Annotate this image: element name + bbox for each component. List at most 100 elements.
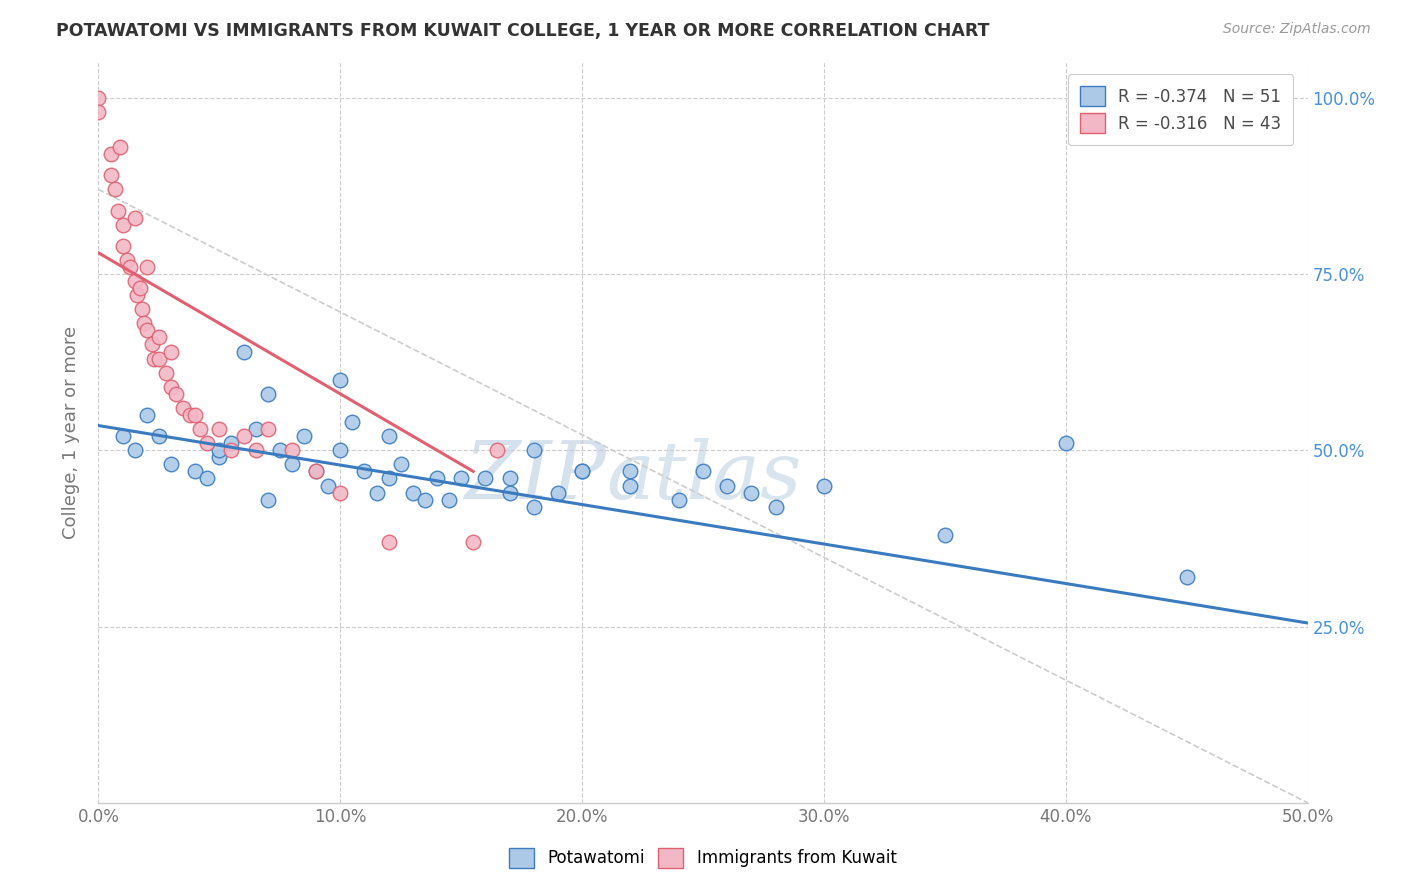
Point [128,281,150,295]
Point [221,443,243,458]
Point [402,485,425,500]
Point [245,443,267,458]
Point [813,478,835,492]
Point [377,429,399,443]
Point [377,471,399,485]
Y-axis label: College, 1 year or more: College, 1 year or more [62,326,80,539]
Point [256,422,278,436]
Point [716,478,738,492]
Point [221,436,243,450]
Point [160,344,183,359]
Point [571,464,593,478]
Point [366,485,388,500]
Point [124,211,146,225]
Point [232,344,254,359]
Point [117,252,139,267]
Point [184,464,207,478]
Point [160,380,183,394]
Point [692,464,714,478]
Point [329,373,352,387]
Point [188,422,211,436]
Point [160,458,183,472]
Point [143,351,166,366]
Point [111,239,134,253]
Text: atlas: atlas [606,438,801,516]
Point [1054,436,1077,450]
Point [135,323,157,337]
Point [127,288,149,302]
Point [208,422,231,436]
Point [342,415,364,429]
Point [179,408,201,422]
Legend: Potawatomi, Immigrants from Kuwait: Potawatomi, Immigrants from Kuwait [503,841,903,875]
Point [135,260,157,274]
Point [148,351,170,366]
Point [135,408,157,422]
Point [437,492,460,507]
Point [131,302,153,317]
Point [134,316,156,330]
Point [740,485,762,500]
Point [104,182,127,196]
Point [292,429,315,443]
Point [100,147,122,161]
Point [486,443,509,458]
Point [353,464,375,478]
Point [256,492,278,507]
Point [329,485,352,500]
Point [329,443,352,458]
Point [305,464,328,478]
Point [765,500,787,514]
Point [208,443,231,458]
Point [619,478,641,492]
Point [208,450,231,465]
Point [523,443,546,458]
Point [523,500,546,514]
Point [141,337,163,351]
Point [619,464,641,478]
Point [100,168,122,182]
Point [413,492,436,507]
Point [111,218,134,232]
Point [474,471,496,485]
Point [124,274,146,288]
Point [195,471,218,485]
Point [148,330,170,344]
Point [165,387,187,401]
Point [107,203,129,218]
Point [1175,570,1198,584]
Point [305,464,328,478]
Point [148,429,170,443]
Point [184,408,207,422]
Point [245,422,267,436]
Point [281,443,304,458]
Point [547,485,569,500]
Point [155,366,177,380]
Point [377,535,399,549]
Point [172,401,194,415]
Point [426,471,449,485]
Text: POTAWATOMI VS IMMIGRANTS FROM KUWAIT COLLEGE, 1 YEAR OR MORE CORRELATION CHART: POTAWATOMI VS IMMIGRANTS FROM KUWAIT COL… [56,22,990,40]
Point [108,140,131,154]
Legend: R = -0.374   N = 51, R = -0.316   N = 43: R = -0.374 N = 51, R = -0.316 N = 43 [1069,74,1294,145]
Text: ZIP: ZIP [464,438,606,516]
Point [668,492,690,507]
Point [124,443,146,458]
Point [934,528,956,542]
Point [87,104,110,119]
Point [269,443,291,458]
Point [118,260,141,274]
Point [450,471,472,485]
Point [571,464,593,478]
Point [232,429,254,443]
Point [463,535,485,549]
Point [256,387,278,401]
Point [316,478,339,492]
Point [281,458,304,472]
Point [498,471,520,485]
Point [389,458,412,472]
Point [498,485,520,500]
Point [87,91,110,105]
Point [111,429,134,443]
Text: Source: ZipAtlas.com: Source: ZipAtlas.com [1223,22,1371,37]
